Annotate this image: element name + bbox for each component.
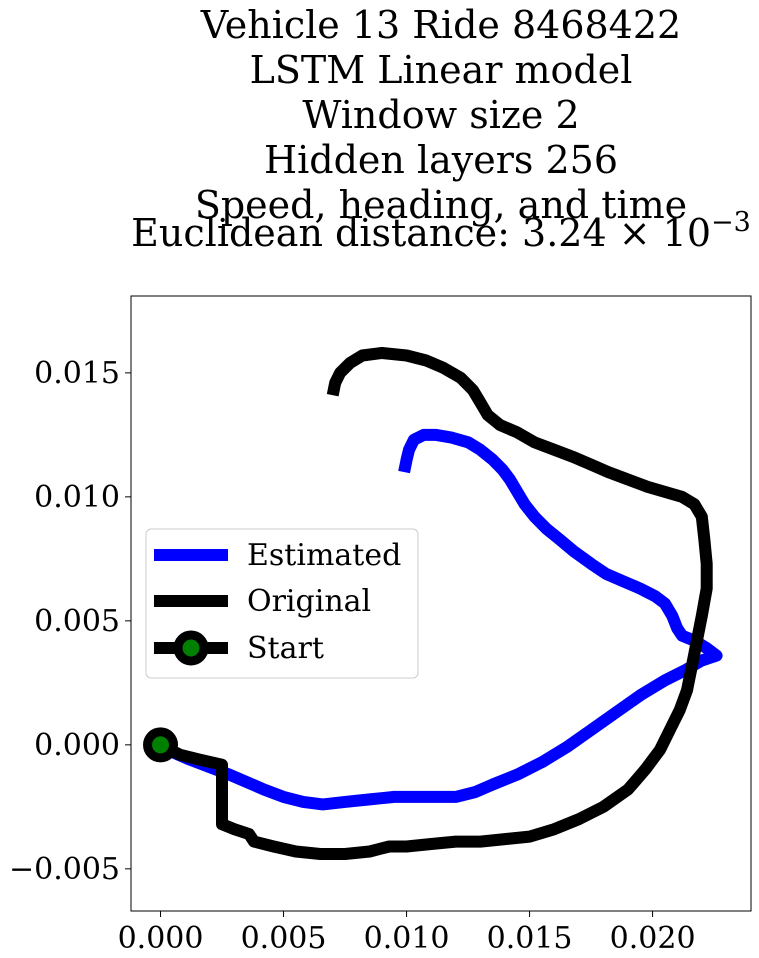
- title-line: LSTM Linear model: [250, 48, 633, 92]
- y-tick-label: −0.005: [9, 852, 120, 887]
- plot-area: [143, 347, 723, 860]
- y-tick-label: 0.005: [34, 604, 120, 639]
- title-line: Hidden layers 256: [264, 138, 618, 182]
- x-tick-label: 0.000: [118, 921, 204, 956]
- x-axis: 0.000 0.005 0.010 0.015 0.020: [118, 911, 696, 956]
- legend-marker-start: [173, 630, 209, 666]
- title-distance-line: Euclidean distance: 3.24 × 10−3: [131, 207, 751, 255]
- legend: Estimated Original Start: [145, 528, 419, 679]
- title-line: Vehicle 13 Ride 8468422: [200, 3, 681, 47]
- y-tick-label: 0.015: [34, 356, 120, 391]
- axes-frame: [130, 295, 752, 912]
- y-tick-label: 0.000: [34, 728, 120, 763]
- start-marker: [143, 727, 179, 763]
- y-tick-label: 0.010: [34, 480, 120, 515]
- series-line-original: [157, 347, 713, 860]
- legend-label-estimated: Estimated: [247, 538, 401, 573]
- title-line: Speed, heading, and time: [195, 183, 687, 227]
- x-tick-label: 0.015: [487, 921, 573, 956]
- legend-box: [145, 528, 419, 679]
- legend-label-start: Start: [247, 631, 324, 666]
- title-line: Window size 2: [302, 93, 579, 137]
- y-axis: −0.005 0.000 0.005 0.010 0.015: [9, 356, 131, 887]
- x-tick-label: 0.005: [241, 921, 327, 956]
- legend-label-original: Original: [247, 584, 371, 619]
- x-tick-label: 0.020: [610, 921, 696, 956]
- series-line-estimated: [157, 428, 723, 811]
- x-tick-label: 0.010: [364, 921, 450, 956]
